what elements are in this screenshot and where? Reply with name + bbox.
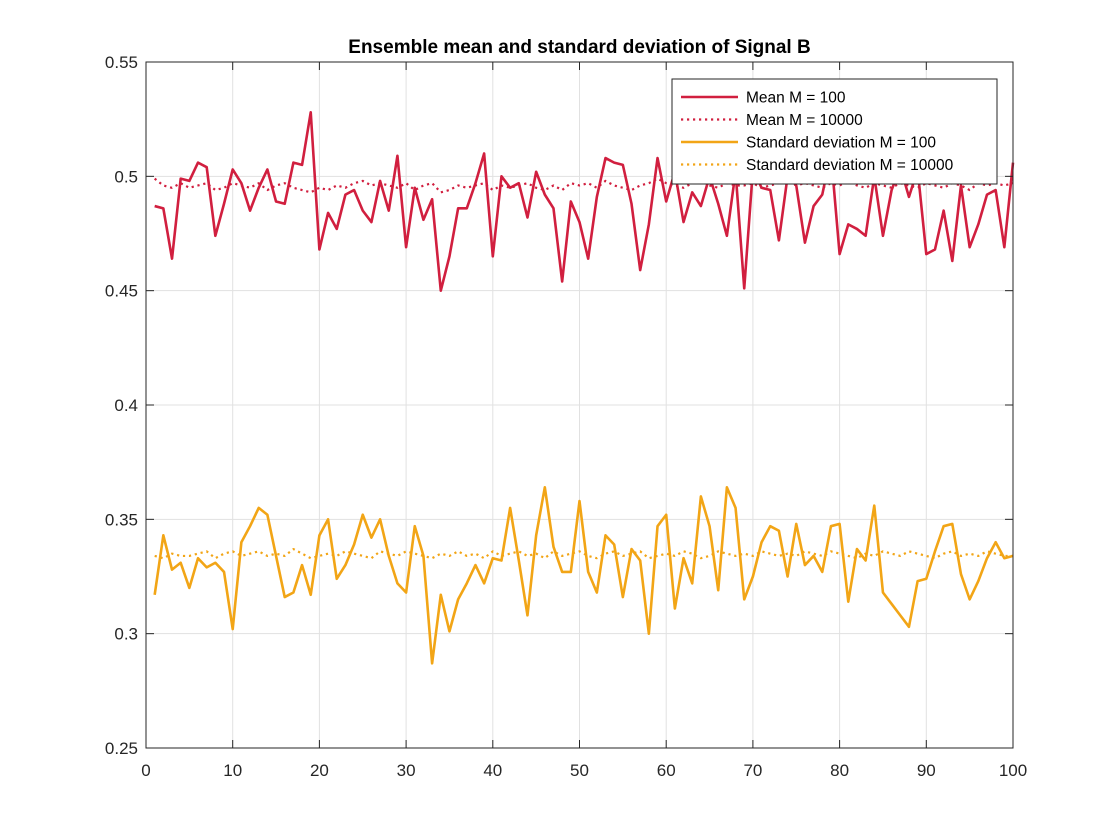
series-line-3 <box>153 486 1014 665</box>
x-tick-label: 90 <box>917 761 936 780</box>
y-tick-label: 0.25 <box>105 739 138 758</box>
x-tick-label: 0 <box>141 761 150 780</box>
y-tick-label: 0.4 <box>114 396 138 415</box>
y-tick-label: 0.5 <box>114 167 138 186</box>
series-line-4 <box>154 547 1013 560</box>
x-tick-label: 60 <box>657 761 676 780</box>
x-tick-label: 10 <box>223 761 242 780</box>
y-tick-label: 0.55 <box>105 53 138 72</box>
series-line-1 <box>154 111 1015 292</box>
legend: Mean M = 100 Mean M = 10000 Standard devia… <box>671 78 998 185</box>
y-tick-label: 0.35 <box>105 510 138 529</box>
ticks: 0 10 20 30 40 50 60 70 80 90 100 0.25 0.3 0.35 0.4 0.45… <box>105 53 1027 780</box>
y-tick-label: 0.3 <box>114 625 138 644</box>
x-tick-label: 100 <box>999 761 1027 780</box>
x-tick-label: 40 <box>483 761 502 780</box>
chart-title: Ensemble mean and standard deviation of … <box>348 37 810 58</box>
series-layer <box>153 111 1015 665</box>
legend-label-1: Mean M = 100 <box>746 90 846 107</box>
x-tick-label: 20 <box>310 761 329 780</box>
x-tick-label: 70 <box>743 761 762 780</box>
y-tick-label: 0.45 <box>105 282 138 301</box>
x-tick-label: 50 <box>570 761 589 780</box>
legend-label-4: Standard deviation M = 10000 <box>746 157 954 174</box>
legend-label-3: Standard deviation M = 100 <box>746 135 936 152</box>
legend-label-2: Mean M = 10000 <box>746 112 863 129</box>
series-line-2 <box>153 177 1014 194</box>
x-tick-label: 30 <box>397 761 416 780</box>
x-tick-label: 80 <box>830 761 849 780</box>
